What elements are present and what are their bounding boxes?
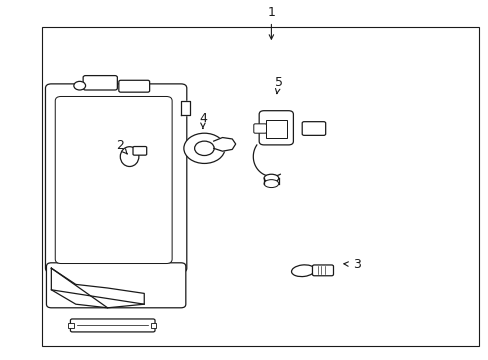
FancyBboxPatch shape bbox=[133, 147, 146, 155]
Text: 1: 1 bbox=[267, 6, 275, 19]
Polygon shape bbox=[181, 101, 189, 115]
Text: 5: 5 bbox=[274, 76, 282, 89]
Bar bbox=[41, 27, 478, 346]
Ellipse shape bbox=[264, 174, 278, 182]
FancyBboxPatch shape bbox=[46, 263, 185, 308]
Polygon shape bbox=[51, 268, 144, 308]
Ellipse shape bbox=[264, 180, 278, 188]
Text: 2: 2 bbox=[116, 139, 123, 152]
Bar bbox=[68, 323, 74, 328]
FancyBboxPatch shape bbox=[312, 265, 333, 276]
Ellipse shape bbox=[291, 265, 314, 276]
FancyBboxPatch shape bbox=[253, 124, 266, 133]
FancyBboxPatch shape bbox=[265, 120, 286, 138]
FancyBboxPatch shape bbox=[70, 319, 155, 332]
FancyBboxPatch shape bbox=[55, 96, 172, 264]
Polygon shape bbox=[213, 138, 235, 151]
FancyBboxPatch shape bbox=[83, 76, 117, 90]
Ellipse shape bbox=[120, 147, 139, 166]
Text: 4: 4 bbox=[199, 112, 206, 125]
FancyBboxPatch shape bbox=[119, 80, 149, 92]
FancyBboxPatch shape bbox=[302, 122, 325, 135]
Bar bbox=[150, 323, 156, 328]
FancyBboxPatch shape bbox=[45, 84, 186, 273]
FancyBboxPatch shape bbox=[259, 111, 293, 145]
Text: 3: 3 bbox=[352, 258, 360, 271]
Circle shape bbox=[74, 81, 85, 90]
Circle shape bbox=[183, 133, 224, 163]
Circle shape bbox=[194, 141, 214, 156]
